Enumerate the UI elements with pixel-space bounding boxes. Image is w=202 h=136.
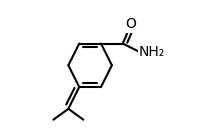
Text: O: O xyxy=(125,18,136,31)
Text: NH₂: NH₂ xyxy=(139,45,165,59)
